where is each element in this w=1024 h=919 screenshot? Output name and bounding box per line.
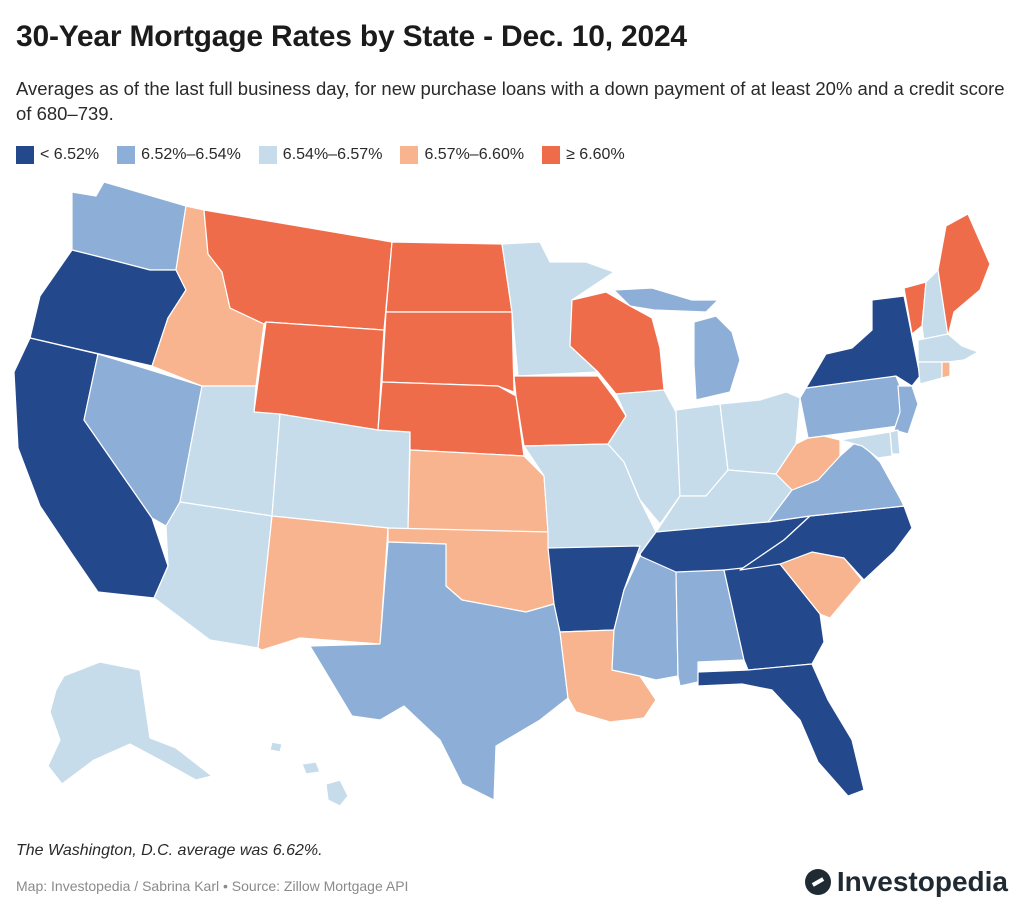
- state-TX: [309, 541, 569, 801]
- state-MD: [839, 431, 893, 459]
- state-NC: [739, 505, 913, 581]
- brand-name: Investopedia: [836, 866, 1008, 897]
- investopedia-logo-icon: [804, 869, 831, 895]
- state-NJ: [893, 385, 919, 435]
- state-AK: [47, 661, 213, 785]
- us-state-map: [13, 181, 991, 807]
- page-title: 30-Year Mortgage Rates by State - Dec. 1…: [16, 20, 687, 53]
- state-MA: [917, 333, 979, 363]
- legend-label: 6.52%–6.54%: [141, 146, 241, 163]
- state-MI: [613, 287, 741, 401]
- footnote: The Washington, D.C. average was 6.62%.: [16, 842, 323, 859]
- state-RI: [941, 361, 951, 379]
- state-HI: [269, 741, 349, 807]
- legend: < 6.52% 6.52%–6.54% 6.54%–6.57% 6.57%–6.…: [16, 146, 643, 164]
- state-MS: [611, 555, 679, 681]
- state-NM: [257, 515, 389, 651]
- legend-item: < 6.52%: [16, 146, 99, 164]
- subtitle: Averages as of the last full business da…: [16, 78, 1005, 124]
- brand-logo: Investopedia: [804, 866, 1008, 898]
- legend-swatch: [400, 146, 419, 164]
- state-ME: [937, 213, 991, 337]
- state-CO: [271, 413, 411, 531]
- legend-swatch: [16, 146, 34, 164]
- legend-label: ≥ 6.60%: [566, 146, 625, 163]
- legend-item: ≥ 6.60%: [542, 146, 625, 164]
- legend-swatch: [542, 146, 561, 164]
- state-FL: [697, 663, 865, 797]
- state-ND: [385, 241, 513, 313]
- legend-swatch: [258, 146, 277, 164]
- legend-label: 6.57%–6.60%: [424, 146, 525, 163]
- source-credit: Map: Investopedia / Sabrina Karl • Sourc…: [16, 878, 409, 894]
- legend-label: 6.54%–6.57%: [282, 146, 383, 163]
- legend-label: < 6.52%: [40, 146, 100, 163]
- state-KS: [407, 449, 549, 533]
- state-SD: [381, 311, 515, 393]
- legend-item: 6.52%–6.54%: [117, 146, 241, 164]
- state-WI: [569, 291, 665, 395]
- legend-swatch: [117, 146, 136, 164]
- legend-item: 6.57%–6.60%: [400, 146, 524, 164]
- state-NY: [805, 295, 921, 389]
- state-IL: [607, 389, 681, 525]
- state-CT: [917, 361, 943, 385]
- state-AZ: [153, 501, 273, 649]
- legend-item: 6.54%–6.57%: [258, 146, 383, 164]
